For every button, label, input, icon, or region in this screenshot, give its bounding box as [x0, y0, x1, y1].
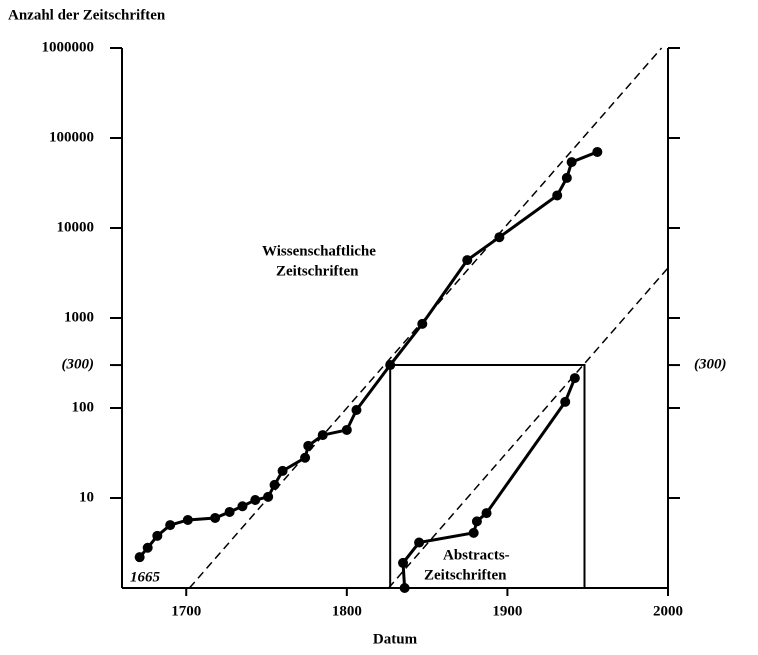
data-point: [398, 557, 409, 568]
data-point: [237, 501, 248, 512]
data-point: [303, 440, 314, 451]
data-point: [142, 542, 153, 553]
y-tick-label: 100000: [49, 129, 94, 145]
data-point: [269, 479, 280, 490]
data-point: [468, 527, 479, 538]
annotation: Zeitschriften: [276, 263, 359, 279]
annotation: Abstracts-: [443, 547, 510, 563]
data-point: [462, 255, 473, 266]
data-point: [569, 373, 580, 384]
y-tick-label: 1000: [64, 309, 94, 325]
x-tick-label: 2000: [653, 603, 683, 619]
x-tick-label: 1700: [171, 603, 201, 619]
data-point: [471, 516, 482, 527]
data-point: [317, 430, 328, 441]
data-point: [182, 514, 193, 525]
series-line: [138, 150, 598, 559]
data-point: [263, 491, 274, 502]
data-point: [277, 465, 288, 476]
box: [389, 364, 586, 588]
y-tick-label: 10000: [57, 219, 95, 235]
data-point: [566, 157, 577, 168]
x-tick-label: 1900: [492, 603, 522, 619]
annotation: Wissenschaftliche: [262, 243, 376, 259]
x-tick-label: 1800: [332, 603, 362, 619]
data-point: [385, 360, 396, 371]
data-point: [481, 508, 492, 519]
data-point: [351, 405, 362, 416]
annotation: 1665: [130, 569, 161, 585]
data-point: [224, 506, 235, 517]
data-point: [300, 452, 311, 463]
y-tick-label: 100: [72, 399, 95, 415]
y2-tick-label: (300): [694, 356, 727, 372]
data-point: [250, 495, 261, 506]
data-point: [165, 520, 176, 531]
x-axis-label: Datum: [373, 631, 418, 647]
y-tick-label: 1000000: [42, 39, 95, 55]
chart-title: Anzahl der Zeitschriften: [8, 7, 166, 23]
trend-line: [388, 267, 669, 589]
data-point: [552, 190, 563, 201]
y-tick-label: 10: [79, 489, 94, 505]
data-point: [414, 537, 425, 548]
data-point: [560, 396, 571, 407]
data-point: [210, 512, 221, 523]
data-point: [152, 530, 163, 541]
data-point: [134, 552, 145, 563]
y-tick-label: (300): [62, 356, 95, 372]
data-point: [494, 232, 505, 243]
data-point: [341, 424, 352, 435]
data-point: [399, 583, 410, 593]
data-point: [417, 318, 428, 329]
data-point: [561, 172, 572, 183]
data-point: [592, 146, 603, 157]
annotation: Zeitschriften: [424, 567, 507, 583]
